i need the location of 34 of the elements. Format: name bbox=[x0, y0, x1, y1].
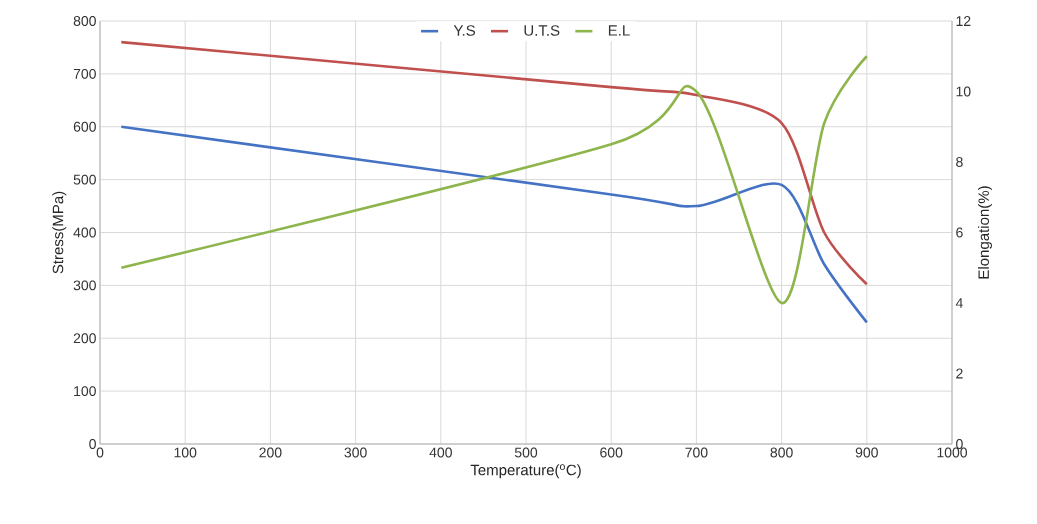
x-tick-label: 200 bbox=[259, 447, 282, 458]
y-tick-label: 300 bbox=[73, 280, 96, 291]
y2-axis-title: Elongation(%) bbox=[977, 186, 992, 279]
y-tick-label: 700 bbox=[73, 68, 96, 79]
line-series bbox=[120, 125, 869, 324]
x-tick-label: 600 bbox=[600, 447, 623, 458]
y-tick-label: 100 bbox=[74, 386, 96, 397]
x-tick-label: 800 bbox=[770, 447, 793, 458]
y2-tick-label: 4 bbox=[955, 298, 963, 308]
x-tick-label: 300 bbox=[344, 447, 367, 458]
y-tick-label: 500 bbox=[73, 174, 96, 185]
y2-tick-label: 10 bbox=[956, 86, 971, 97]
x-tick-label: 100 bbox=[174, 447, 197, 458]
y-tick-label: 800 bbox=[73, 16, 96, 26]
x-tick-label: 1000 bbox=[937, 447, 968, 458]
x-tick-label: 500 bbox=[514, 447, 538, 458]
y2-tick-label: 8 bbox=[956, 157, 963, 167]
y-axis-title: Stress(MPa) bbox=[52, 191, 67, 274]
legend-label: U.T.S bbox=[524, 25, 560, 36]
y2-tick-label: 0 bbox=[956, 439, 963, 449]
x-tick-label: 900 bbox=[855, 447, 878, 458]
y-tick-label: 600 bbox=[73, 121, 96, 132]
y2-tick-label: 12 bbox=[956, 16, 971, 26]
y-tick-label: 400 bbox=[73, 227, 96, 238]
legend-label: Y.S bbox=[453, 25, 476, 36]
x-tick-label: 400 bbox=[429, 447, 452, 458]
x-axis-title: Temperature($^{o}$C) bbox=[470, 464, 581, 479]
y-tick-label: 0 bbox=[89, 439, 96, 449]
y2-tick-label: 6 bbox=[956, 227, 963, 238]
legend-label: E.L bbox=[608, 25, 630, 36]
y2-tick-label: 2 bbox=[956, 368, 963, 379]
y-tick-label: 200 bbox=[73, 333, 96, 344]
x-tick-label: 0 bbox=[96, 447, 104, 458]
x-tick-label: 700 bbox=[685, 447, 708, 458]
